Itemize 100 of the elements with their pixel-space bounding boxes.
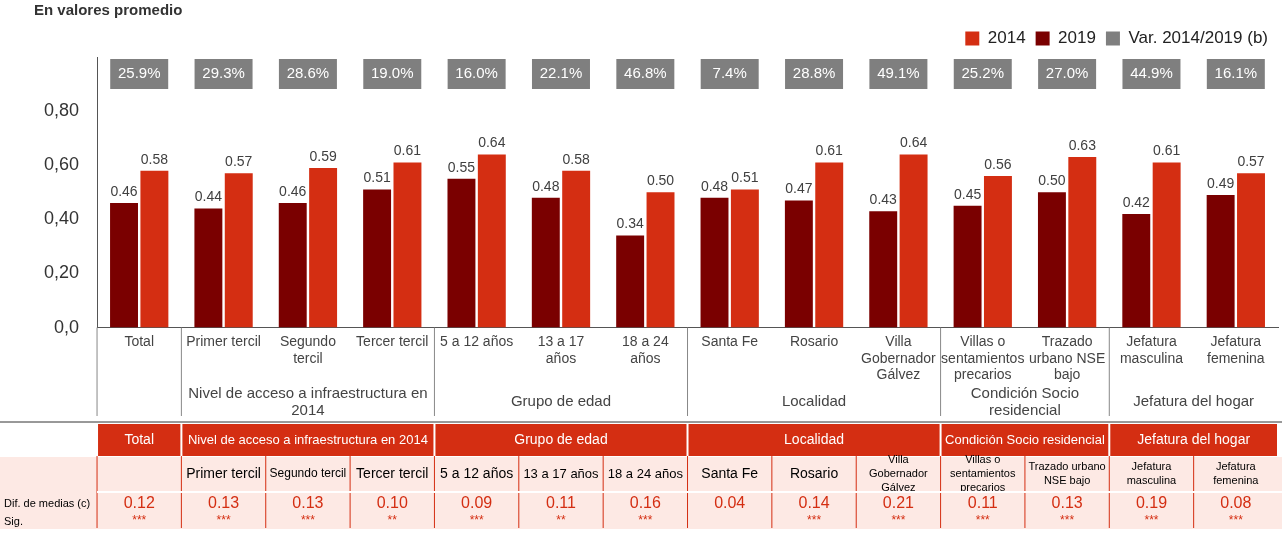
data-label: 0.55 [447,158,476,175]
bar [562,170,591,328]
x-tick-label: Trazado urbano NSE bajo [1028,332,1106,383]
bar [393,162,422,328]
annotation: 44.9% [1130,64,1173,82]
bar [194,208,223,328]
x-tick-label: Segundo tercil [279,332,337,366]
bar [1237,173,1265,328]
text: *** [216,513,231,528]
data-label: 0.48 [700,177,729,194]
x-tick-label: Primer tercil [186,332,261,349]
text: Localidad [784,430,845,447]
text: *** [1144,513,1159,528]
bar [1037,192,1066,328]
text: ** [387,513,398,528]
data-label: 0.61 [1153,142,1181,159]
y-tick-label: 0,80 [43,100,80,121]
annotation: 7.4% [712,64,747,82]
category-label: Jefatura masculina [1126,460,1177,487]
text: Nivel de acceso a infraestructura en 2014 [188,384,428,419]
x-tick-label: 18 a 24 años [621,332,669,366]
category-label: Villa Gobernador Gálvez [869,453,928,494]
bar [1152,162,1181,328]
text: *** [469,513,484,528]
category-label: 5 a 12 años [440,464,514,481]
annotation: 22.1% [539,64,583,82]
x-tick-label: Total [124,332,154,349]
bar [110,203,138,328]
text: 0.13 [292,494,324,512]
category-label: 18 a 24 años [607,465,683,481]
category-label: Tercer tercil [356,464,429,481]
annotation: 25.9% [117,64,161,82]
bar [1068,157,1097,328]
bar [1122,213,1151,328]
bar [899,154,928,328]
x-tick-label: Villas o sentamientos precarios [941,332,1025,383]
text: *** [638,513,653,528]
data-label: 0.43 [869,191,898,208]
bar [869,211,898,328]
category-label: Trazado urbano NSE bajo [1028,460,1106,487]
text: Jefatura del hogar [1137,430,1251,447]
legend-label: Var. 2014/2019 (b) [1128,28,1268,48]
x-tick-label: Rosario [789,332,839,349]
bar [700,197,729,328]
y-tick-label: 0,40 [43,208,80,229]
text: *** [1228,513,1244,528]
category-label: Total [124,430,154,447]
x-tick-label: Villa Gobernador Gálvez [861,332,937,383]
text: Localidad [781,392,847,410]
data-label: 0.34 [616,215,644,232]
category-label: Segundo tercil [269,466,347,481]
category-label: 13 a 17 años [523,465,599,481]
bar [616,235,645,328]
annotation: 27.0% [1045,64,1089,82]
data-label: 0.48 [532,177,560,194]
text: 0.11 [967,494,998,512]
data-label: 0.61 [393,142,422,159]
y-tick-label: 0,60 [43,154,80,175]
annotation: 28.6% [286,64,330,82]
data-label: 0.57 [225,153,253,170]
data-label: 0.58 [562,150,591,167]
text: *** [300,513,316,528]
category-label: Villas o sentamientos precarios [950,453,1016,494]
bar [363,189,392,328]
data-label: 0.46 [279,182,307,199]
text: 0.10 [376,494,408,512]
x-tick-label: Santa Fe [701,332,759,349]
data-label: 0.58 [140,150,169,167]
text: 0.21 [882,494,915,512]
bar [278,203,307,328]
text: Sig. [4,515,23,528]
text: Dif. de medias (c) [4,497,91,510]
annotation: 28.8% [792,64,836,82]
text: 0.19 [1135,494,1168,512]
bar [477,154,506,328]
bar [815,162,844,328]
annotation: 16.1% [1214,64,1258,82]
data-label: 0.42 [1122,193,1151,210]
text: 0.08 [1220,494,1252,512]
text: Condición Socio residencial [970,384,1080,419]
data-label: 0.59 [309,147,337,164]
data-label: 0.63 [1068,136,1097,153]
bar [224,173,253,328]
text: *** [975,513,991,528]
bar [784,200,813,328]
category-label: Primer tercil [186,464,261,481]
text: Condición Socio residencial [945,431,1105,447]
bar [953,205,982,328]
bar [531,197,560,328]
text: 0.09 [461,494,493,512]
text: *** [132,513,147,528]
text: 0.13 [208,494,240,512]
data-label: 0.57 [1237,153,1265,170]
legend-label: 2019 [1058,28,1096,48]
bar [730,189,759,328]
legend-label: 2014 [987,28,1026,48]
x-tick-label: Jefatura masculina [1119,332,1184,366]
text: Nivel de acceso a infraestructura en 2014 [187,431,428,447]
text: *** [807,513,822,528]
annotation: 29.3% [202,64,245,82]
